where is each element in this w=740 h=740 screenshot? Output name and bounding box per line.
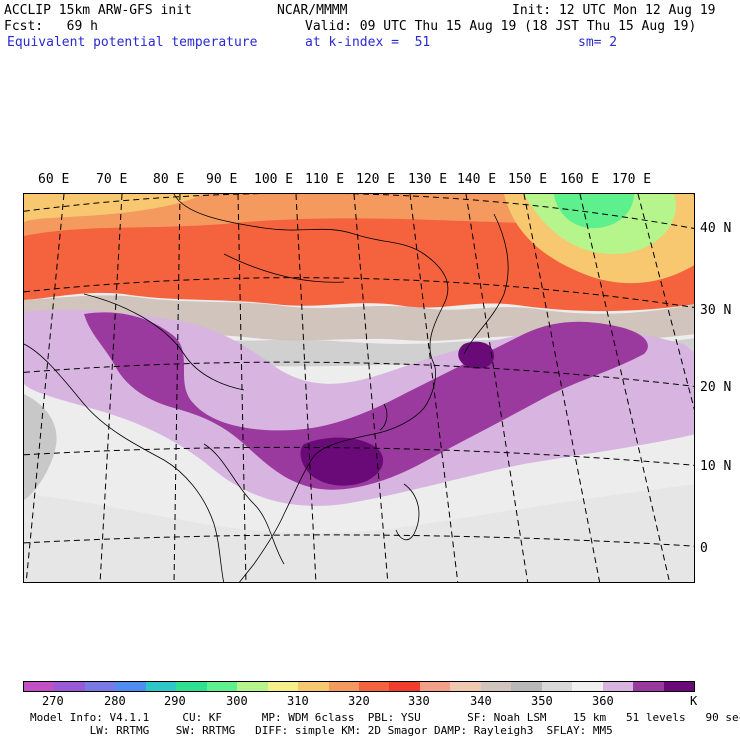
lat-label: 40 N bbox=[700, 221, 732, 236]
lat-20-line bbox=[24, 361, 694, 387]
taiwan-coast bbox=[379, 403, 388, 431]
colorbar-tick: 340 bbox=[470, 694, 492, 708]
org-label: NCAR/MMMM bbox=[277, 3, 348, 18]
colorbar-swatch bbox=[145, 682, 177, 691]
lon-label: 110 E bbox=[305, 172, 345, 187]
lat-label: 30 N bbox=[700, 303, 732, 318]
indochina-coast bbox=[203, 443, 285, 565]
lon-label: 130 E bbox=[408, 172, 448, 187]
lat-0-line bbox=[24, 534, 694, 547]
colorbar-tick: 320 bbox=[348, 694, 370, 708]
colorbar-swatch bbox=[511, 682, 542, 691]
colorbar-swatch bbox=[633, 682, 664, 691]
forecast-hour: Fcst: 69 h bbox=[4, 19, 98, 34]
lat-10-line bbox=[24, 446, 694, 466]
lon-label: 170 E bbox=[612, 172, 652, 187]
theta-e-365-core bbox=[84, 312, 648, 490]
arabian-sea-grey bbox=[24, 394, 57, 500]
lat-label: 10 N bbox=[700, 459, 732, 474]
colorbar-tick: 300 bbox=[226, 694, 248, 708]
lon-label: 100 E bbox=[254, 172, 294, 187]
lon-label: 70 E bbox=[96, 172, 128, 187]
smoothing-label: sm= 2 bbox=[578, 35, 618, 50]
colorbar-tick: 270 bbox=[42, 694, 64, 708]
lat-label: 0 bbox=[700, 541, 708, 556]
colorbar-tick: 350 bbox=[531, 694, 553, 708]
colorbar-tick: 290 bbox=[164, 694, 186, 708]
lat-30-line bbox=[24, 277, 694, 308]
level-label: at k-index = 51 bbox=[305, 35, 431, 50]
colorbar bbox=[23, 681, 695, 692]
lon-label: 160 E bbox=[560, 172, 600, 187]
lon-label: 120 E bbox=[356, 172, 396, 187]
colorbar-tick: 360 bbox=[592, 694, 614, 708]
lon-label: 140 E bbox=[457, 172, 497, 187]
colorbar-swatch bbox=[267, 682, 299, 691]
theta-e-370-core bbox=[300, 437, 384, 486]
colorbar-swatch bbox=[419, 682, 451, 691]
japan-coast bbox=[463, 213, 509, 355]
lon-label: 80 E bbox=[153, 172, 185, 187]
valid-time: Valid: 09 UTC Thu 15 Aug 19 (18 JST Thu … bbox=[305, 19, 697, 34]
colorbar-swatch bbox=[389, 682, 420, 691]
colorbar-swatch bbox=[298, 682, 329, 691]
graticule bbox=[24, 194, 694, 582]
himalaya-border bbox=[83, 293, 245, 391]
model-info-line1: Model Info: V4.1.1 CU: KF MP: WDM 6class… bbox=[30, 711, 740, 724]
map-svg bbox=[24, 194, 694, 582]
colorbar-unit: K bbox=[690, 694, 698, 708]
colorbar-swatch bbox=[450, 682, 481, 691]
colorbar-swatch bbox=[480, 682, 512, 691]
colorbar-swatch bbox=[237, 682, 268, 691]
east-asia-coast bbox=[173, 194, 449, 582]
colorbar-swatch bbox=[54, 682, 85, 691]
south-asia-coast bbox=[24, 343, 225, 582]
colorbar-swatch bbox=[115, 682, 146, 691]
theta-e-310-band bbox=[24, 194, 204, 222]
southern-field bbox=[24, 484, 694, 582]
colorbar-swatch bbox=[358, 682, 390, 691]
map-panel bbox=[23, 193, 695, 583]
mongolia-border bbox=[223, 253, 345, 283]
colorbar-swatch bbox=[24, 682, 55, 691]
colorbar-swatch bbox=[663, 682, 694, 691]
colorbar-swatch bbox=[328, 682, 359, 691]
colorbar-swatch bbox=[541, 682, 573, 691]
lon-label: 150 E bbox=[508, 172, 548, 187]
lon-label: 90 E bbox=[206, 172, 238, 187]
lon-label: 60 E bbox=[38, 172, 70, 187]
init-time: Init: 12 UTC Mon 12 Aug 19 bbox=[512, 3, 716, 18]
colorbar-swatch bbox=[572, 682, 603, 691]
model-info-line2: LW: RRTMG SW: RRTMG DIFF: simple KM: 2D … bbox=[30, 724, 613, 737]
colorbar-swatch bbox=[602, 682, 634, 691]
colorbar-tick: 280 bbox=[104, 694, 126, 708]
colorbar-swatch bbox=[84, 682, 116, 691]
colorbar-tick: 310 bbox=[287, 694, 309, 708]
model-title: ACCLIP 15km ARW-GFS init bbox=[4, 3, 192, 18]
coastlines bbox=[24, 194, 509, 582]
field-name: Equivalent potential temperature bbox=[7, 35, 258, 50]
lat-label: 20 N bbox=[700, 380, 732, 395]
colorbar-tick: 330 bbox=[408, 694, 430, 708]
philippines-coast bbox=[395, 483, 420, 541]
colorbar-swatch bbox=[176, 682, 207, 691]
lat-40-line bbox=[24, 194, 694, 229]
theta-e-300-green bbox=[554, 194, 634, 229]
colorbar-swatch bbox=[206, 682, 238, 691]
